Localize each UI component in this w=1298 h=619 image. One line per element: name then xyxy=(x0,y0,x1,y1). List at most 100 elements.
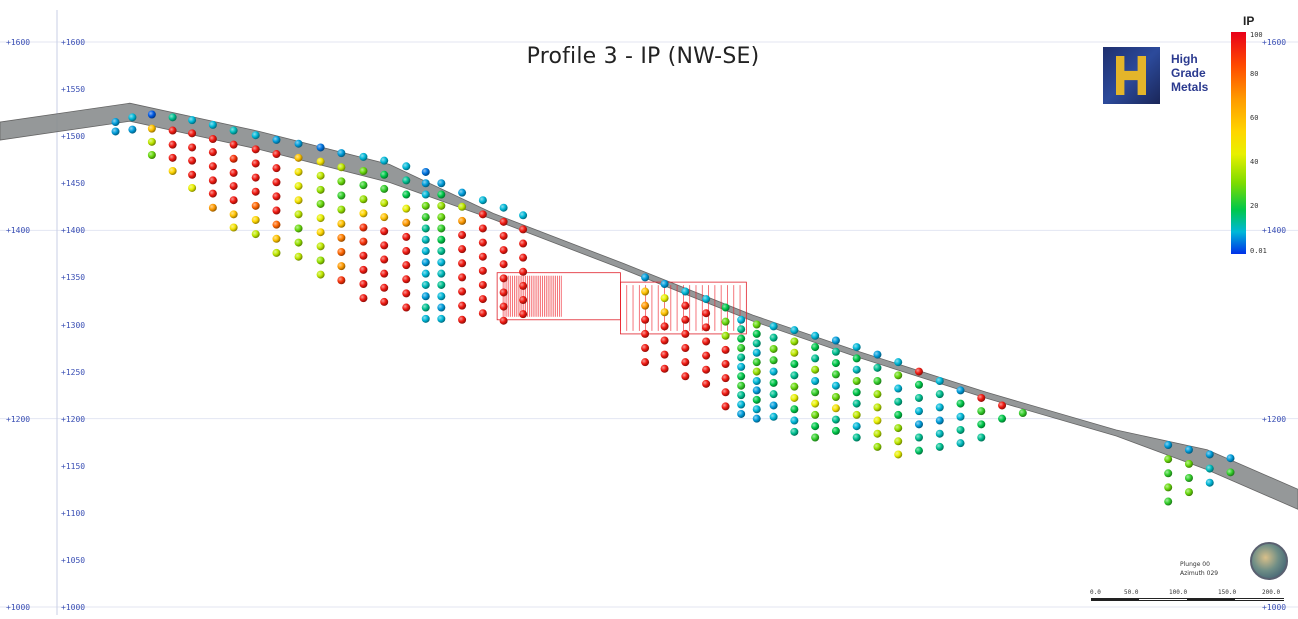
ip-sample-point xyxy=(208,203,217,212)
ip-sample-point xyxy=(380,227,389,236)
ip-sample-point xyxy=(499,231,508,240)
ip-sample-point xyxy=(437,190,446,199)
ip-sample-point xyxy=(935,377,944,385)
ip-sample-point xyxy=(380,199,389,208)
ip-sample-point xyxy=(337,247,346,256)
ip-sample-point xyxy=(147,124,156,133)
ip-sample-point xyxy=(168,113,177,122)
ip-sample-point xyxy=(660,280,669,289)
ip-sample-point xyxy=(421,247,430,256)
ip-sample-point xyxy=(499,288,508,297)
ip-sample-point xyxy=(894,410,903,419)
ip-sample-point xyxy=(681,329,690,338)
ip-sample-point xyxy=(499,217,508,226)
outer-elevation-tick: +1400 xyxy=(6,226,31,236)
ip-sample-point xyxy=(316,242,325,251)
ip-sample-point xyxy=(737,372,746,381)
ip-sample-point xyxy=(977,420,986,429)
orientation-globe-icon[interactable] xyxy=(1250,542,1288,580)
ip-sample-point xyxy=(421,201,430,210)
ip-sample-point xyxy=(316,199,325,208)
ip-sample-point xyxy=(790,382,799,391)
ip-sample-point xyxy=(111,118,120,127)
ip-sample-point xyxy=(337,149,346,158)
ip-sample-point xyxy=(769,401,778,410)
right-elevation-tick: +1200 xyxy=(1262,414,1287,424)
ip-sample-point xyxy=(478,196,487,205)
ip-sample-point xyxy=(1226,454,1235,463)
ip-sample-point xyxy=(437,201,446,210)
ip-sample-point xyxy=(702,351,711,360)
ip-sample-point xyxy=(769,367,778,376)
scale-label-100: 100.0 xyxy=(1169,589,1188,596)
ip-sample-point xyxy=(721,360,730,369)
ip-sample-point xyxy=(1205,450,1214,459)
scale-label-0: 0.0 xyxy=(1090,589,1101,596)
ip-sample-point xyxy=(519,225,528,234)
ip-sample-point xyxy=(831,347,840,356)
ip-sample-point xyxy=(380,241,389,250)
ip-sample-point xyxy=(914,433,923,442)
ip-sample-point xyxy=(873,377,882,385)
ip-sample-point xyxy=(681,287,690,296)
ip-sample-point xyxy=(1164,469,1173,478)
ip-sample-point xyxy=(769,378,778,387)
ip-sample-point xyxy=(1184,445,1193,454)
right-elevation-tick: +1000 xyxy=(1262,603,1287,612)
ip-sample-point xyxy=(359,294,368,303)
ip-sample-point xyxy=(272,220,281,229)
ip-sample-point xyxy=(437,269,446,278)
ip-sample-point xyxy=(458,188,467,197)
ip-sample-point xyxy=(272,164,281,173)
ip-sample-point xyxy=(147,151,156,159)
ip-sample-point xyxy=(737,381,746,390)
ip-sample-point xyxy=(359,280,368,289)
ip-sample-point xyxy=(272,248,281,257)
ip-sample-point xyxy=(641,273,650,282)
ip-sample-point xyxy=(1184,473,1193,482)
ip-sample-point xyxy=(458,273,467,282)
ip-sample-point xyxy=(437,213,446,222)
ip-sample-point xyxy=(188,156,197,165)
ip-sample-point xyxy=(251,173,260,182)
ip-sample-point xyxy=(380,297,389,306)
ip-sample-point xyxy=(737,334,746,343)
inner-elevation-tick: +1600 xyxy=(61,38,86,47)
ip-sample-point xyxy=(752,395,761,404)
ip-sample-point xyxy=(998,414,1007,423)
ip-sample-point xyxy=(721,388,730,397)
ip-sample-point xyxy=(935,416,944,425)
ip-sample-point xyxy=(208,148,217,157)
ip-sample-point xyxy=(478,238,487,247)
ip-sample-point xyxy=(458,287,467,296)
ip-sample-point xyxy=(229,223,238,232)
scale-bar xyxy=(1091,598,1284,601)
legend-tick-80: 80 xyxy=(1250,70,1259,78)
ip-sample-point xyxy=(229,154,238,163)
logo-line-1: High xyxy=(1171,52,1198,66)
ip-sample-point xyxy=(316,143,325,152)
ip-sample-point xyxy=(752,348,761,357)
ip-sample-point xyxy=(811,377,820,385)
scale-label-200: 200.0 xyxy=(1262,589,1281,596)
azimuth-label: Azimuth 029 xyxy=(1180,570,1219,577)
ip-sample-point xyxy=(421,280,430,289)
ip-sample-point xyxy=(1205,464,1214,473)
ip-sample-point xyxy=(737,344,746,353)
ip-sample-point xyxy=(421,314,430,323)
ip-sample-point xyxy=(168,153,177,162)
ip-sample-point xyxy=(935,403,944,412)
ip-sample-point xyxy=(873,350,882,359)
ip-sample-point xyxy=(128,113,137,122)
ip-sample-point xyxy=(337,205,346,214)
ip-sample-point xyxy=(721,317,730,326)
ip-sample-point xyxy=(894,358,903,367)
ip-sample-point xyxy=(702,337,711,346)
ip-sample-point xyxy=(499,316,508,325)
ip-sample-point xyxy=(660,294,669,303)
ip-sample-point xyxy=(811,422,820,431)
ip-sample-point xyxy=(458,301,467,310)
ip-sample-point xyxy=(499,302,508,311)
ip-sample-point xyxy=(337,219,346,228)
